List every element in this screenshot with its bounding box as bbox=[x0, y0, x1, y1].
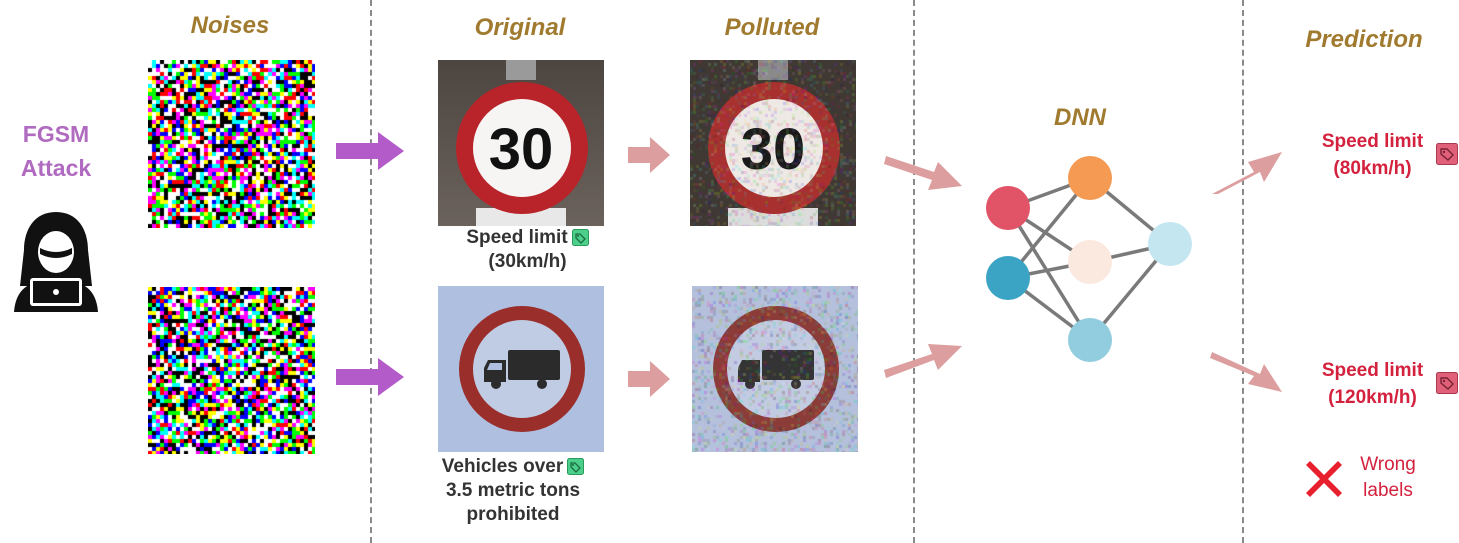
wrong-label-tag-icon bbox=[1436, 372, 1458, 394]
arrow-pink-top-1 bbox=[628, 137, 670, 173]
header-original: Original bbox=[474, 14, 566, 41]
original-label-top-line2: (30km/h) bbox=[488, 251, 567, 272]
hacker-icon bbox=[12, 208, 100, 314]
polluted-speed-sign-image: 30 bbox=[690, 60, 856, 226]
arrow-purple-top bbox=[336, 132, 404, 170]
polluted-truck-sign-image bbox=[692, 286, 858, 452]
original-label-bottom-line1: Vehicles over bbox=[441, 456, 564, 477]
legend-line1: Wrong bbox=[1360, 454, 1416, 475]
original-label-top: Speed limit (30km/h) bbox=[440, 226, 615, 274]
attack-label: FGSM Attack bbox=[0, 117, 112, 185]
dnn-node-hidden-2 bbox=[1068, 240, 1112, 284]
header-polluted: Polluted bbox=[724, 14, 820, 41]
wrong-label-tag-icon bbox=[1436, 143, 1458, 165]
original-label-bottom-line2: 3.5 metric tons bbox=[445, 480, 581, 501]
dnn-node-output bbox=[1148, 222, 1192, 266]
dnn-node-input-2 bbox=[986, 256, 1030, 300]
arrow-pink-bottom-1 bbox=[628, 361, 670, 397]
divider-3 bbox=[1242, 0, 1244, 543]
divider-2 bbox=[913, 0, 915, 543]
attack-line1: FGSM bbox=[22, 121, 90, 147]
header-dnn: DNN bbox=[1054, 104, 1106, 131]
original-sign-number: 30 bbox=[488, 117, 554, 182]
original-truck-sign-image bbox=[438, 286, 604, 452]
arrow-pink-bottom-2 bbox=[884, 340, 964, 390]
noise-image-top bbox=[148, 60, 315, 228]
legend-label: Wrong labels bbox=[1348, 452, 1428, 504]
original-label-bottom: Vehicles over 3.5 metric tons prohibited bbox=[418, 455, 608, 527]
prediction-bottom: Speed limit (120km/h) bbox=[1300, 357, 1445, 411]
dnn-node-hidden-1 bbox=[1068, 156, 1112, 200]
prediction-top: Speed limit (80km/h) bbox=[1300, 128, 1445, 182]
attack-line2: Attack bbox=[20, 155, 92, 181]
arrow-purple-bottom bbox=[336, 358, 404, 396]
original-label-bottom-line3: prohibited bbox=[466, 504, 560, 525]
prediction-top-line2: (80km/h) bbox=[1333, 158, 1412, 179]
arrow-pink-top-2 bbox=[884, 142, 964, 192]
divider-1 bbox=[370, 0, 372, 543]
noise-image-bottom bbox=[148, 287, 315, 454]
red-x-icon bbox=[1300, 455, 1348, 503]
arrow-pink-top-3 bbox=[1210, 148, 1284, 196]
correct-label-icon bbox=[567, 458, 585, 476]
original-label-top-line1: Speed limit bbox=[466, 227, 568, 248]
prediction-top-line1: Speed limit bbox=[1321, 131, 1424, 152]
dnn-node-hidden-3 bbox=[1068, 318, 1112, 362]
original-speed-sign-image: 30 bbox=[438, 60, 604, 226]
arrow-pink-bottom-3 bbox=[1210, 348, 1284, 396]
correct-label-icon bbox=[571, 229, 589, 247]
dnn-network-diagram bbox=[980, 150, 1200, 370]
dnn-node-input-1 bbox=[986, 186, 1030, 230]
legend-line2: labels bbox=[1363, 480, 1413, 501]
prediction-bottom-line2: (120km/h) bbox=[1328, 387, 1417, 408]
header-noises: Noises bbox=[190, 12, 270, 39]
header-prediction: Prediction bbox=[1305, 26, 1423, 53]
prediction-bottom-line1: Speed limit bbox=[1321, 360, 1424, 381]
